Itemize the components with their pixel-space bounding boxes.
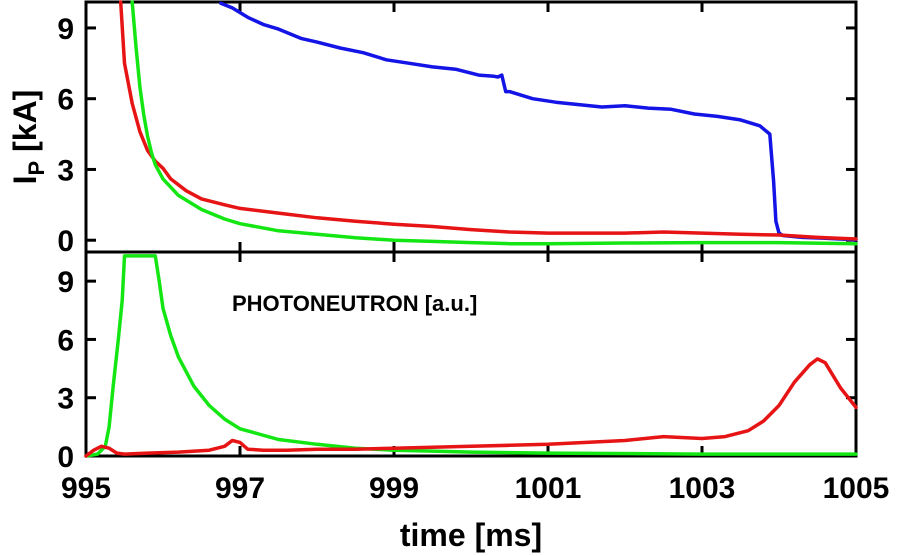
y-tick-label: 6 — [57, 84, 74, 117]
x-tick-label: 997 — [215, 472, 265, 505]
top-lines — [118, 0, 858, 246]
ylabel-subscript: P — [24, 161, 49, 176]
bottom-ticks: 0 3 6 9 995 997 999 1001 1003 1005 — [57, 252, 889, 505]
series-red-line — [84, 357, 858, 458]
ylabel-symbol: I — [7, 175, 43, 184]
top-panel: 0 3 6 9 IP [kA] — [7, 0, 858, 258]
x-tick-label: 1005 — [823, 472, 890, 505]
ylabel-unit: [kA] — [7, 90, 43, 161]
y-tick-label: 3 — [57, 154, 74, 187]
x-tick-label: 999 — [369, 472, 419, 505]
series-green-line — [130, 0, 858, 246]
bottom-lines — [84, 254, 858, 458]
top-ticks: 0 3 6 9 — [57, 2, 858, 258]
y-tick-label: 0 — [57, 225, 74, 258]
y-tick-label: 6 — [57, 324, 74, 357]
bottom-panel: 0 3 6 9 995 997 999 1001 1003 1005 PHOTONEUTRON [… — [57, 250, 889, 553]
series-blue-line — [219, 1, 858, 242]
ylabel-main: IP [kA] — [7, 90, 49, 185]
top-panel-frame — [84, 0, 858, 254]
series-green-line — [84, 254, 858, 458]
top-ylabel: IP [kA] — [7, 90, 49, 185]
y-tick-label: 9 — [57, 13, 74, 46]
x-axis-label: time [ms] — [400, 517, 542, 553]
x-tick-label: 1001 — [515, 472, 582, 505]
photoneutron-annotation: PHOTONEUTRON [a.u.] — [232, 291, 477, 316]
y-tick-label: 0 — [57, 441, 74, 474]
x-tick-label: 995 — [61, 472, 111, 505]
y-tick-label: 9 — [57, 266, 74, 299]
x-tick-label: 1003 — [669, 472, 736, 505]
y-tick-label: 3 — [57, 383, 74, 416]
bottom-panel-frame — [84, 250, 858, 458]
